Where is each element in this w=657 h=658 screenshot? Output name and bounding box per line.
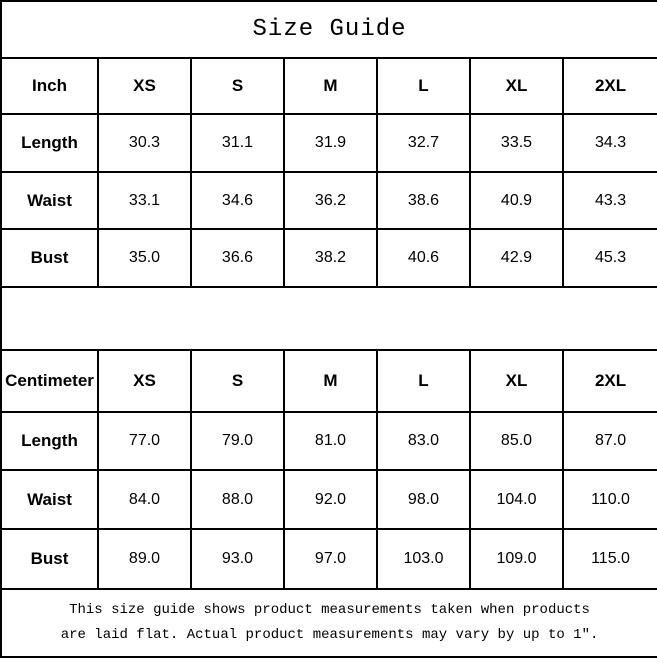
cell: 110.0 (561, 469, 657, 530)
cell: 84.0 (97, 469, 192, 530)
size-header-s: S (190, 57, 285, 115)
cell: 43.3 (561, 171, 657, 230)
table-row-inch-length: Length 30.3 31.1 31.9 32.7 33.5 34.3 (0, 113, 657, 173)
size-header-xl: XL (469, 57, 564, 115)
cell: 42.9 (469, 228, 564, 288)
cell: 31.1 (190, 113, 285, 173)
row-label: Length (0, 411, 99, 471)
size-header-xs: XS (97, 57, 192, 115)
size-header-xl: XL (469, 349, 564, 413)
cell: 40.9 (469, 171, 564, 230)
row-label: Bust (0, 528, 99, 590)
row-label: Waist (0, 171, 99, 230)
cell: 77.0 (97, 411, 192, 471)
cell: 30.3 (97, 113, 192, 173)
cell: 115.0 (561, 528, 657, 590)
size-header-l: L (376, 57, 471, 115)
cell: 35.0 (97, 228, 192, 288)
spacer-cell (0, 286, 657, 351)
footer-line-1: This size guide shows product measuremen… (69, 602, 590, 618)
table-row-cm-waist: Waist 84.0 88.0 92.0 98.0 104.0 110.0 (0, 469, 657, 530)
cell: 38.6 (376, 171, 471, 230)
cell: 34.6 (190, 171, 285, 230)
cell: 79.0 (190, 411, 285, 471)
size-header-m: M (283, 57, 378, 115)
cell: 103.0 (376, 528, 471, 590)
cell: 32.7 (376, 113, 471, 173)
size-header-s: S (190, 349, 285, 413)
table-row-inch-waist: Waist 33.1 34.6 36.2 38.6 40.9 43.3 (0, 171, 657, 230)
cell: 87.0 (561, 411, 657, 471)
cell: 97.0 (283, 528, 378, 590)
size-header-xs: XS (97, 349, 192, 413)
table-row-cm-bust: Bust 89.0 93.0 97.0 103.0 109.0 115.0 (0, 528, 657, 590)
inch-unit-header: Inch (0, 57, 99, 115)
cell: 33.5 (469, 113, 564, 173)
cell: 109.0 (469, 528, 564, 590)
cell: 36.6 (190, 228, 285, 288)
cm-unit-header: Centimeter (0, 349, 99, 413)
cell: 31.9 (283, 113, 378, 173)
spacer-row (0, 286, 657, 351)
cell: 36.2 (283, 171, 378, 230)
row-label: Length (0, 113, 99, 173)
cell: 93.0 (190, 528, 285, 590)
cell: 104.0 (469, 469, 564, 530)
size-header-2xl: 2XL (561, 57, 657, 115)
inch-header-row: Inch XS S M L XL 2XL (0, 57, 657, 115)
cell: 83.0 (376, 411, 471, 471)
cell: 98.0 (376, 469, 471, 530)
cell: 45.3 (561, 228, 657, 288)
cm-header-row: Centimeter XS S M L XL 2XL (0, 349, 657, 413)
cell: 34.3 (561, 113, 657, 173)
cell: 40.6 (376, 228, 471, 288)
footer-row: This size guide shows product measuremen… (0, 588, 657, 658)
table-row-inch-bust: Bust 35.0 36.6 38.2 40.6 42.9 45.3 (0, 228, 657, 288)
footer-note: This size guide shows product measuremen… (0, 588, 657, 658)
cell: 88.0 (190, 469, 285, 530)
title-row: Size Guide (0, 0, 657, 59)
cell: 92.0 (283, 469, 378, 530)
table-row-cm-length: Length 77.0 79.0 81.0 83.0 85.0 87.0 (0, 411, 657, 471)
size-header-m: M (283, 349, 378, 413)
size-header-2xl: 2XL (561, 349, 657, 413)
row-label: Bust (0, 228, 99, 288)
cell: 81.0 (283, 411, 378, 471)
cell: 89.0 (97, 528, 192, 590)
size-header-l: L (376, 349, 471, 413)
footer-line-2: are laid flat. Actual product measuremen… (60, 627, 599, 643)
row-label: Waist (0, 469, 99, 530)
cell: 33.1 (97, 171, 192, 230)
cell: 85.0 (469, 411, 564, 471)
cell: 38.2 (283, 228, 378, 288)
page-title: Size Guide (0, 0, 657, 59)
